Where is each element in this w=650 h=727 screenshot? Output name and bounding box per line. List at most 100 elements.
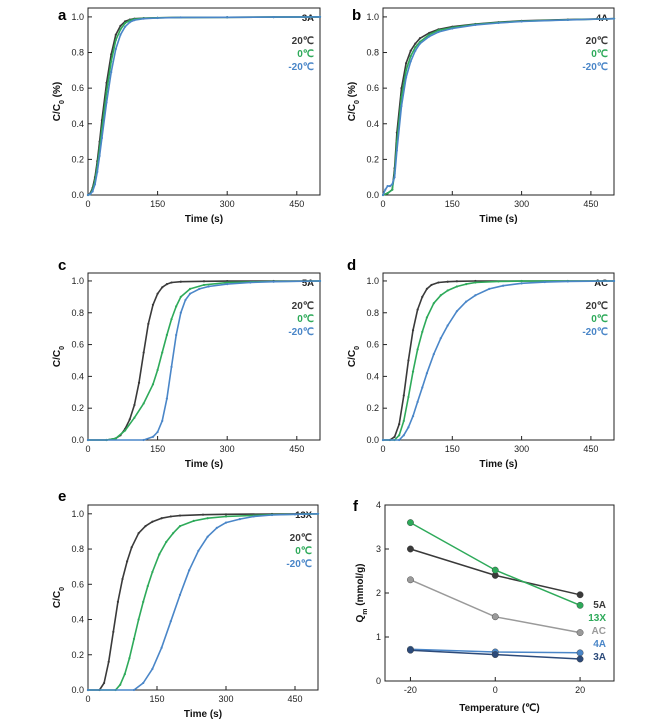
x-tick-label: 300 [514,444,529,454]
data-point [188,292,192,295]
data-point [184,298,187,302]
x-tick-label: -20 [404,685,417,695]
data-point [439,294,442,297]
data-point [381,438,385,442]
data-point [543,280,546,284]
data-point [169,620,172,623]
y-tick-label: 3 [376,544,381,554]
data-point [179,16,182,19]
data-point [197,549,200,552]
data-point [137,532,140,535]
data-point [133,403,136,407]
legend-entry: 20℃ [292,301,314,312]
data-point [576,629,584,636]
data-point [128,21,131,24]
y-axis-label: C/C0 [347,346,361,367]
series-line-1 [88,513,319,691]
data-point [409,54,412,58]
panel-title: 3A [302,13,314,24]
data-point [386,184,389,188]
data-point [491,613,499,621]
series-line-0 [88,512,319,691]
data-point [407,359,410,362]
y-tick-label: 0.8 [366,308,379,318]
x-tick-label: 450 [287,694,302,704]
data-point [170,281,173,284]
data-point [123,673,126,676]
data-point [86,193,90,197]
legend-entry: 3A [593,652,606,663]
data-point [474,23,477,27]
data-point [388,184,392,188]
data-point [393,176,396,179]
y-tick-label: 0 [376,676,381,686]
data-point [402,394,405,397]
data-point [175,305,178,308]
series-line-1 [87,16,321,196]
data-point [128,418,131,421]
data-point [425,372,428,375]
data-point [96,170,99,173]
data-point [576,649,584,657]
data-point [156,292,159,295]
data-point [158,553,161,556]
data-point [612,279,616,283]
y-tick-label: 0.2 [71,154,84,164]
data-point [428,33,431,36]
data-point [520,280,523,283]
x-axis-label: Time (s) [184,709,222,720]
data-point [119,28,122,31]
panel-c: c 0 150 300 450 0.0 0.2 0.4 0.6 0.8 1.0 Time (s) C/C… [52,257,322,470]
x-tick-label: 450 [583,199,598,209]
y-axis-label: C/C0 (%) [347,82,361,121]
data-point [437,281,440,284]
series-line-0 [88,280,320,441]
data-point [576,591,584,599]
y-axis-label: C/C0 [52,346,66,367]
plot-frame [382,272,615,441]
legend-entry: 0℃ [295,546,312,557]
data-point [112,630,115,633]
legend-entry: -20℃ [582,62,608,73]
data-point [272,280,275,283]
y-tick-label: 0.2 [71,650,84,660]
data-point [465,283,468,286]
series-line-AC [410,579,581,634]
x-tick-label: 300 [220,199,235,209]
data-point [425,287,428,291]
x-axis-label: Temperature (℃) [459,703,540,714]
y-tick-label: 0.8 [71,308,84,318]
data-point [414,49,417,52]
x-tick-label: 20 [575,685,585,695]
plot-frame [87,504,319,691]
y-tick-label: 0.0 [71,685,84,695]
data-point [133,19,136,22]
legend-entry: 0℃ [591,314,608,325]
panel-letter: a [58,7,67,24]
data-point [252,515,255,518]
y-tick-label: 0.2 [71,403,84,413]
x-tick-label: 150 [445,444,460,454]
y-tick-label: 1.0 [366,12,379,22]
data-point [179,295,182,298]
data-point [407,545,414,553]
x-tick-label: 300 [514,199,529,209]
data-point [206,517,209,520]
data-point [160,517,163,520]
y-tick-label: 0.8 [71,544,84,554]
data-point [293,513,297,516]
data-point [421,386,424,389]
legend-entry: 5A [593,600,606,611]
data-point [428,35,431,38]
data-point [474,294,477,297]
data-point [107,660,110,663]
data-point [502,284,505,287]
series-line-1 [88,280,321,441]
data-point [161,286,164,289]
data-point [409,49,412,52]
panel-letter: f [353,498,359,515]
data-point [405,62,408,65]
data-point [86,688,90,692]
y-tick-label: 2 [376,588,381,598]
data-point [165,397,168,400]
